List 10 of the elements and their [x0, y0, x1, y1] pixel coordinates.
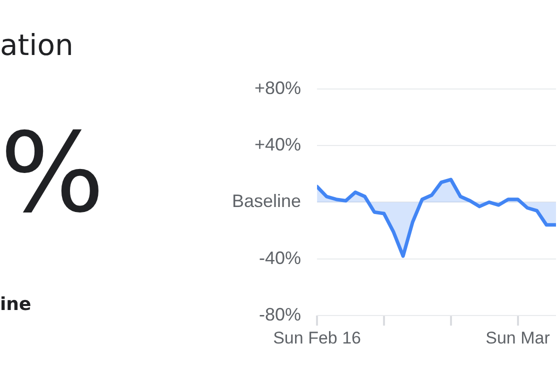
text: %: [0, 109, 105, 237]
y-tick-label: +40%: [254, 134, 302, 154]
y-tick-label: -40%: [259, 248, 302, 268]
y-tick-label: -80%: [259, 304, 302, 325]
x-tick-label: Sun Mar: [486, 328, 550, 348]
y-tick-label: Baseline: [232, 191, 302, 212]
y-tick-label: +80%: [254, 78, 302, 98]
x-tick-label: Sun Feb 16: [273, 328, 361, 348]
text: ine: [0, 294, 32, 315]
text: ation: [0, 28, 74, 62]
